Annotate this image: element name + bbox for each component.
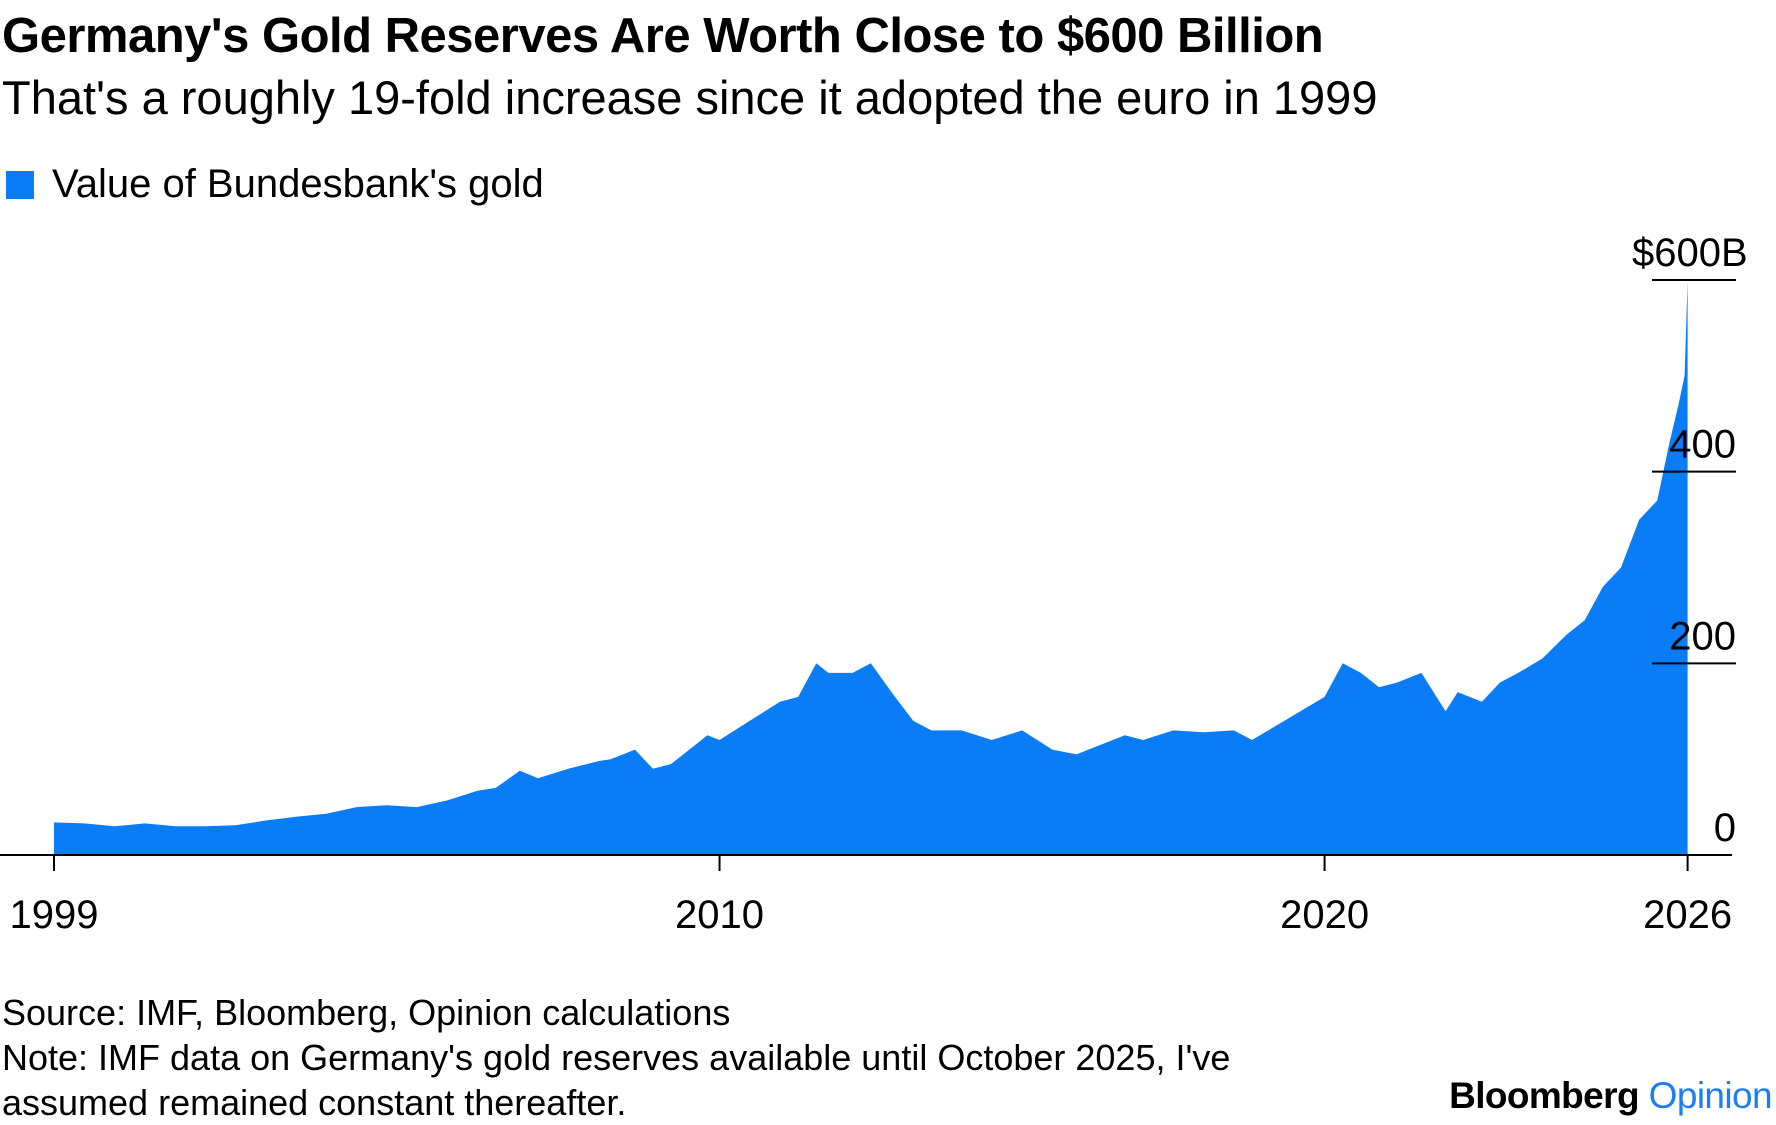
y-tick-label-0: 0 xyxy=(1714,806,1736,850)
note-text-line2: assumed remained constant thereafter. xyxy=(2,1082,627,1123)
chart-subtitle: That's a roughly 19-fold increase since … xyxy=(2,71,1378,124)
brand-name: Bloomberg xyxy=(1449,1075,1639,1116)
source-text: Source: IMF, Bloomberg, Opinion calculat… xyxy=(2,992,731,1033)
footnote: Source: IMF, Bloomberg, Opinion calculat… xyxy=(2,990,1230,1125)
y-tick-label-200: 200 xyxy=(1669,614,1736,658)
legend-swatch xyxy=(6,170,34,199)
chart-title: Germany's Gold Reserves Are Worth Close … xyxy=(2,9,1324,63)
area-series-bundesbank-gold xyxy=(54,280,1688,855)
area-chart: 1999 2010 2020 2026 $600B 400 200 0 xyxy=(0,231,1748,937)
brand-logo: Bloomberg Opinion xyxy=(1449,1075,1773,1117)
x-tick-label-1999: 1999 xyxy=(10,893,99,937)
brand-section: Opinion xyxy=(1648,1075,1773,1116)
x-tick-label-2010: 2010 xyxy=(675,893,764,937)
y-tick-label-400: 400 xyxy=(1669,423,1736,467)
legend-label: Value of Bundesbank's gold xyxy=(52,162,544,206)
note-text-line1: Note: IMF data on Germany's gold reserve… xyxy=(2,1037,1231,1078)
y-tick-label-$600B: $600B xyxy=(1632,231,1748,275)
x-tick-label-2026: 2026 xyxy=(1643,893,1732,937)
legend: Value of Bundesbank's gold xyxy=(6,162,544,207)
x-tick-label-2020: 2020 xyxy=(1280,893,1369,937)
